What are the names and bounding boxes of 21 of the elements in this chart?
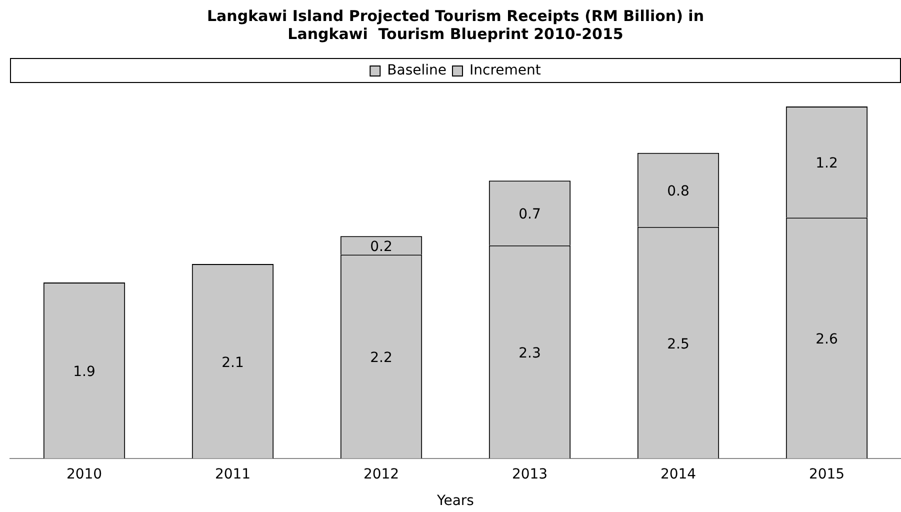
data-label: 2.2: [370, 350, 392, 366]
data-label: 2.1: [222, 354, 244, 371]
text: Langkawi Tourism Blueprint 2010-2015: [288, 24, 624, 43]
data-label: 2.3: [518, 346, 541, 362]
x-tick-label: 2015: [808, 466, 845, 482]
data-label: 0.7: [518, 206, 541, 223]
x-tick-label: 2010: [66, 466, 102, 482]
legend-label: Baseline: [387, 62, 446, 79]
data-label: 1.2: [816, 156, 838, 172]
x-tick-label: 2012: [363, 466, 400, 482]
data-label: 1.9: [73, 364, 96, 380]
x-tick-label: 2011: [214, 466, 251, 482]
x-tick-label: 2013: [512, 466, 548, 482]
x-tick-label: 2014: [660, 466, 696, 482]
data-label: 2.5: [667, 336, 690, 352]
data-label: 0.2: [370, 239, 392, 256]
data-label: 0.8: [667, 184, 690, 200]
text: Langkawi Island Projected Tourism Receipts (RM Billion) in: [207, 6, 704, 25]
legend-label: Increment: [469, 62, 542, 79]
data-label: 2.6: [816, 332, 838, 348]
x-axis-title: Years: [436, 493, 474, 510]
